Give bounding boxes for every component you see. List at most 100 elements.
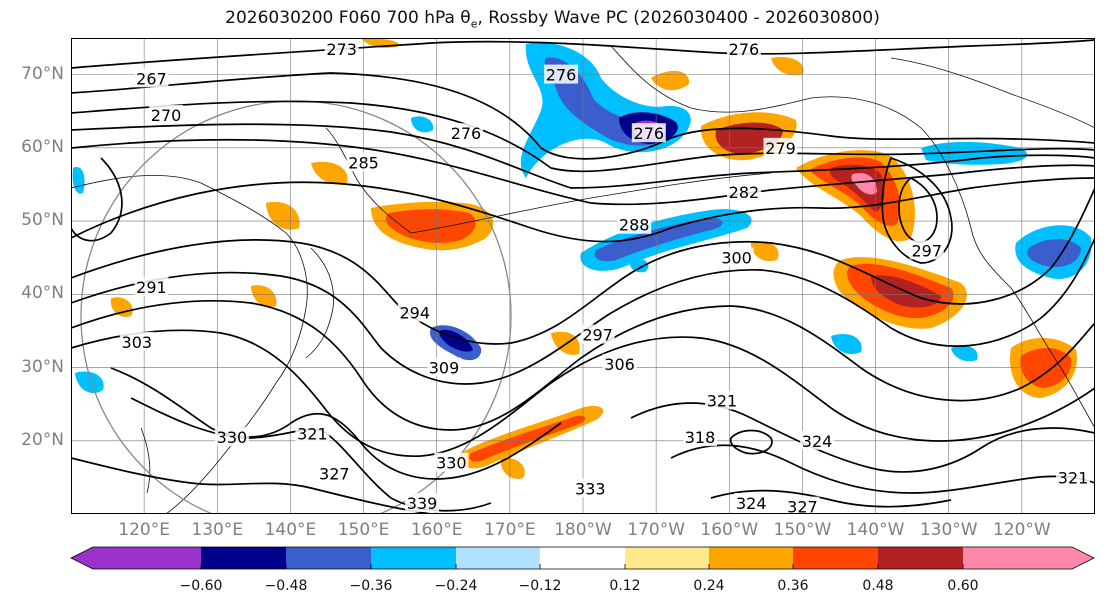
longitude-label: 160°W: [700, 520, 759, 540]
contour-label: 297: [582, 326, 613, 345]
contour-label: 270: [151, 106, 182, 125]
contour-label-background: [405, 493, 440, 513]
contour-label-background: [617, 214, 652, 234]
colorbar-tick-label: 0.24: [693, 578, 725, 594]
longitude-label: 120°E: [118, 520, 170, 540]
colorbar-segment: [709, 547, 793, 569]
contour-line: [71, 237, 1095, 385]
latitude-label: 30°N: [21, 356, 64, 377]
contour-label-background: [573, 478, 608, 498]
contour-line: [710, 489, 952, 508]
latitude-label: 20°N: [21, 429, 64, 450]
negative-anomaly-scattered-5: [951, 345, 978, 362]
coast-asia: [71, 175, 308, 514]
contour-label: 276: [451, 124, 482, 143]
negative-anomaly-nw-pacific-core: [594, 218, 723, 262]
contour-label-background: [317, 463, 352, 483]
coast-alaska: [610, 45, 1012, 289]
latitude-label: 70°N: [21, 63, 64, 84]
positive-anomaly-scattered-1: [266, 201, 300, 230]
longitude-label: 140°W: [846, 520, 905, 540]
contour-label: 300: [721, 249, 752, 268]
longitude-label: 130°W: [919, 520, 978, 540]
contour-line: [71, 177, 1095, 243]
contour-label-background: [149, 104, 184, 124]
colorbar-segment: [456, 547, 540, 569]
contour-label-background: [909, 240, 944, 260]
contour-label-background: [119, 331, 154, 351]
map-frame: [71, 38, 1095, 514]
colorbar-outline: [70, 546, 1095, 570]
contour-labels: 273 276 267 276 270 276 276 279 285 282 288 300 297 2…: [119, 38, 1091, 514]
contour-line: [71, 123, 1095, 189]
contour-label: 285: [348, 153, 379, 172]
contour-label-background: [134, 68, 169, 88]
contour-label: 267: [136, 69, 167, 88]
contour-label: 288: [619, 216, 650, 235]
positive-anomaly-west-coast-core: [1020, 347, 1072, 388]
map-canvas: 273 276 267 276 270 276 276 279 285 282 288 300 297 2…: [71, 38, 1095, 514]
coast-philippines: [140, 427, 151, 494]
contour-label: 339: [407, 494, 438, 513]
contour-label: 276: [634, 124, 665, 143]
contour-label: 294: [399, 304, 430, 323]
colorbar-segment: [371, 547, 456, 569]
map-panel: 273 276 267 276 270 276 276 279 285 282 288 300 297 2…: [71, 38, 1095, 514]
plot-title: 2026030200 F060 700 hPa θe, Rossby Wave …: [0, 8, 1105, 30]
negative-anomaly-scattered-6: [629, 257, 649, 273]
contour-label: 306: [604, 355, 635, 374]
contour-label-background: [704, 390, 739, 410]
contour-line: [71, 299, 1095, 431]
colorbar-segment: [93, 547, 201, 569]
contour-line: [71, 329, 1095, 457]
contour-label-background: [683, 427, 718, 447]
contour-label-background: [719, 247, 754, 267]
contour-label: 297: [911, 241, 942, 260]
colorbar-tick-label: −0.36: [349, 578, 393, 594]
contour-label: 321: [707, 391, 738, 410]
contour-label-background: [763, 137, 798, 157]
colorbar-segment: [286, 547, 371, 569]
contour-line: [71, 72, 1095, 160]
contour-label: 321: [1058, 468, 1089, 487]
contour-label-background: [214, 427, 249, 447]
contour-label-background: [726, 181, 761, 201]
title-subscript: e: [470, 17, 478, 31]
contour-line: [71, 457, 432, 514]
negative-anomaly-scattered-3: [75, 371, 104, 394]
contour-label-background: [734, 493, 769, 513]
longitude-label: 170°E: [483, 520, 536, 540]
positive-anomaly-scattered-7: [500, 457, 525, 479]
coastlines: [71, 45, 1095, 514]
colorbar-segment: [878, 547, 963, 569]
colorbar-segment: [201, 547, 286, 569]
coast-arctic: [890, 57, 1095, 129]
colorbar-tick-label: 0.36: [777, 578, 809, 594]
positive-anomaly-gulf-alaska-max: [851, 172, 877, 195]
contour-label: 276: [729, 40, 760, 59]
contour-label-background: [580, 324, 615, 344]
longitude-label: 130°E: [191, 520, 244, 540]
positive-anomaly-scattered-9: [751, 241, 779, 262]
contour-label: 324: [736, 494, 767, 513]
contour-label: 330: [217, 428, 248, 447]
contour-label: 309: [429, 359, 460, 378]
contour-line: [71, 138, 1095, 206]
longitude-label: 170°W: [627, 520, 686, 540]
contour-label-background: [1056, 467, 1091, 487]
contour-label-background: [785, 496, 820, 514]
latitude-label: 60°N: [21, 136, 64, 157]
contour-line: [71, 39, 1095, 69]
contour-line: [110, 367, 562, 480]
contour-label-background: [134, 276, 169, 296]
contour-label-background: [631, 123, 666, 143]
contour-label-background: [346, 152, 381, 172]
contour-label: 291: [136, 278, 167, 297]
contour-label-background: [295, 423, 330, 443]
contour-label: 282: [729, 183, 760, 202]
longitude-label: 140°E: [264, 520, 317, 540]
contour-label: 273: [326, 40, 357, 59]
contour-label: 321: [297, 424, 328, 443]
contour-line: [670, 444, 1095, 494]
contour-label-background: [427, 357, 462, 377]
